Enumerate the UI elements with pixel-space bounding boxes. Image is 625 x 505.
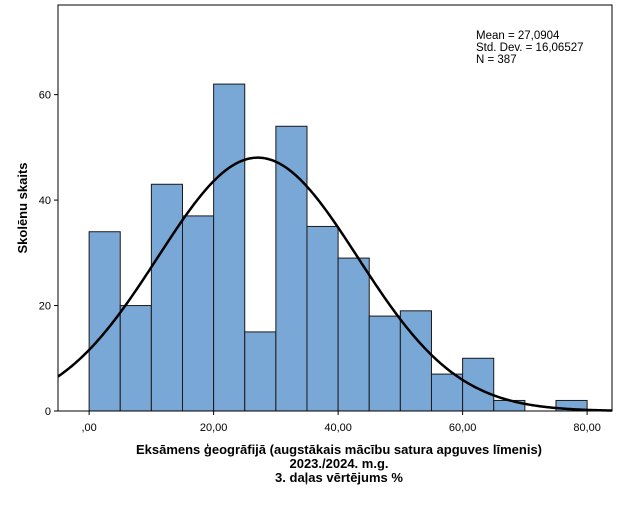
histogram-bar bbox=[119, 305, 152, 412]
histogram-bar bbox=[181, 215, 215, 412]
x-axis-label-line: 3. daļas vērtējums % bbox=[275, 470, 403, 485]
x-tick-label: 60,00 bbox=[449, 422, 477, 434]
x-axis-label-line: 2023./2024. m.g. bbox=[289, 456, 388, 471]
stats-annotation-line: N = 387 bbox=[476, 54, 517, 66]
y-tick-label: 0 bbox=[45, 406, 51, 418]
x-tick-label: 40,00 bbox=[324, 422, 352, 434]
histogram-bar bbox=[306, 225, 339, 412]
histogram-bar bbox=[150, 183, 183, 412]
stats-annotation-line: Mean = 27,0904 bbox=[476, 30, 560, 42]
x-tick-label: 20,00 bbox=[200, 422, 228, 434]
histogram-bar bbox=[88, 231, 121, 412]
histogram-bar bbox=[368, 315, 401, 412]
y-tick-label: 20 bbox=[39, 301, 51, 313]
histogram-bar bbox=[244, 331, 277, 412]
x-tick-label: 80,00 bbox=[573, 422, 601, 434]
histogram-bar bbox=[213, 83, 246, 412]
x-axis-label-line: Eksāmens ģeogrāfijā (augstākais mācību s… bbox=[136, 442, 542, 457]
histogram-bar bbox=[430, 373, 464, 412]
histogram-bar bbox=[337, 257, 370, 412]
x-tick-label: ,00 bbox=[81, 422, 96, 434]
stats-annotation-line: Std. Dev. = 16,06527 bbox=[476, 42, 584, 54]
histogram-bar bbox=[275, 125, 308, 412]
plot-frame bbox=[57, 4, 613, 412]
normal-curve-line bbox=[57, 156, 613, 412]
y-tick-label: 60 bbox=[39, 90, 51, 102]
histogram-bar bbox=[462, 357, 495, 412]
y-tick-label: 40 bbox=[39, 195, 51, 207]
y-axis-label: Skolēnu skaits bbox=[15, 162, 30, 253]
